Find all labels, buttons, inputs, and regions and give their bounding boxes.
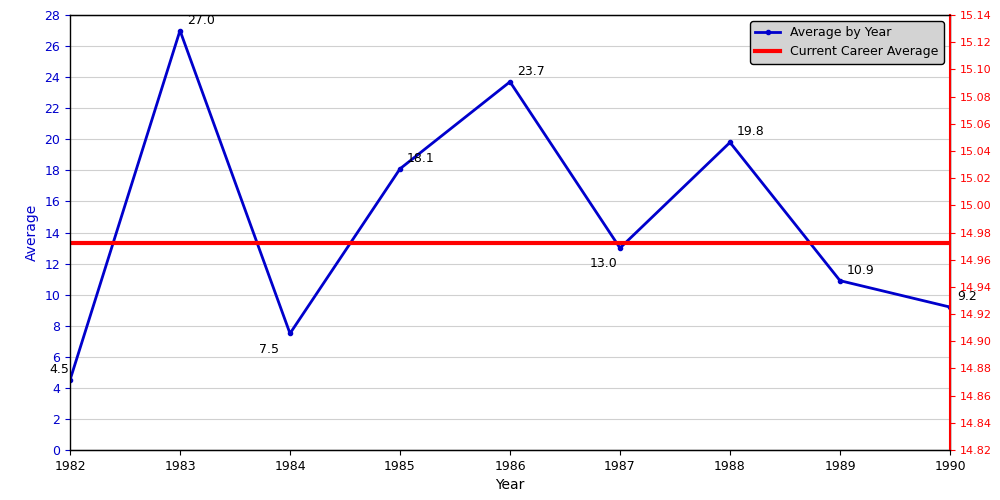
- Text: 9.2: 9.2: [957, 290, 977, 303]
- Average by Year: [174, 28, 186, 34]
- Text: 13.0: 13.0: [589, 258, 617, 270]
- Text: 19.8: 19.8: [737, 126, 765, 138]
- Line: Average by Year: Average by Year: [68, 28, 952, 382]
- Y-axis label: Average: Average: [25, 204, 39, 261]
- Average by Year: [284, 330, 296, 336]
- Average by Year: [944, 304, 956, 310]
- Text: 27.0: 27.0: [187, 14, 215, 26]
- Average by Year: [834, 278, 846, 283]
- X-axis label: Year: Year: [495, 478, 525, 492]
- Average by Year: [724, 140, 736, 145]
- Text: 4.5: 4.5: [49, 363, 69, 376]
- Text: 23.7: 23.7: [517, 65, 545, 78]
- Text: 18.1: 18.1: [407, 152, 435, 165]
- Text: 7.5: 7.5: [259, 343, 279, 356]
- Average by Year: [394, 166, 406, 172]
- Average by Year: [64, 377, 76, 383]
- Average by Year: [504, 79, 516, 85]
- Average by Year: [614, 245, 626, 251]
- Legend: Average by Year, Current Career Average: Average by Year, Current Career Average: [750, 21, 944, 63]
- Text: 10.9: 10.9: [847, 264, 875, 276]
